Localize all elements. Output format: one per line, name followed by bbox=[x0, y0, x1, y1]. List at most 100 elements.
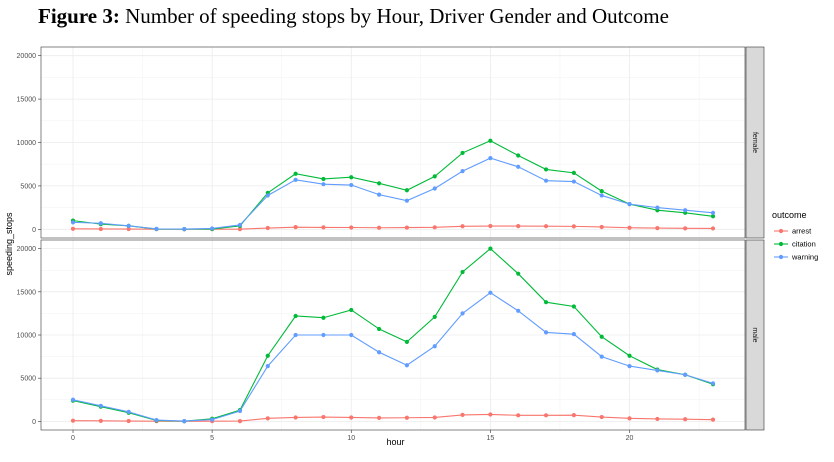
data-point-warning bbox=[237, 408, 243, 414]
data-point-citation bbox=[488, 138, 493, 143]
legend-title: outcome bbox=[772, 210, 807, 220]
legend-label-citation: citation bbox=[792, 240, 816, 249]
y-tick-label: 5000 bbox=[20, 376, 36, 383]
x-tick-label: 15 bbox=[486, 435, 494, 442]
data-point-arrest bbox=[543, 413, 549, 418]
data-point-warning bbox=[237, 222, 243, 228]
legend-key-point bbox=[778, 241, 784, 247]
y-tick-label: 15000 bbox=[17, 97, 37, 104]
data-point-arrest bbox=[349, 225, 354, 230]
data-point-warning bbox=[488, 290, 493, 295]
data-point-warning bbox=[126, 409, 131, 414]
data-point-arrest bbox=[98, 226, 103, 232]
data-point-warning bbox=[710, 210, 716, 215]
facet-panel-female: 0 5000 10000 15000 20000 female bbox=[17, 46, 765, 239]
data-point-arrest bbox=[627, 225, 632, 230]
data-point-arrest bbox=[293, 225, 298, 230]
data-point-citation bbox=[627, 353, 632, 358]
data-point-warning bbox=[683, 372, 688, 377]
data-point-warning bbox=[154, 226, 159, 231]
figure-title: Figure 3: Number of speeding stops by Ho… bbox=[38, 4, 669, 29]
data-point-warning bbox=[349, 182, 354, 188]
facet-panel-male: 0 5000 10000 15000 20000 male 0 5 10 15 20 bbox=[17, 239, 765, 442]
facet-strip-label-female: female bbox=[751, 132, 758, 153]
data-point-citation bbox=[432, 314, 437, 319]
data-point-citation bbox=[488, 246, 493, 251]
data-point-warning bbox=[516, 308, 521, 313]
data-point-arrest bbox=[488, 223, 493, 229]
legend-key-point bbox=[778, 254, 784, 260]
data-point-warning bbox=[70, 220, 76, 225]
series-warning bbox=[70, 290, 716, 424]
data-point-arrest bbox=[488, 412, 493, 417]
data-point-arrest bbox=[98, 418, 103, 423]
data-point-warning bbox=[98, 221, 103, 226]
data-point-arrest bbox=[349, 415, 354, 420]
data-point-warning bbox=[154, 417, 159, 423]
data-point-arrest bbox=[655, 416, 660, 422]
data-point-warning bbox=[543, 178, 549, 183]
data-point-citation bbox=[543, 167, 549, 172]
data-point-citation bbox=[293, 313, 298, 319]
data-point-citation bbox=[376, 326, 382, 332]
legend-key-point bbox=[778, 228, 784, 234]
data-point-citation bbox=[571, 170, 576, 175]
legend-item-arrest: arrest bbox=[774, 227, 812, 236]
data-point-warning bbox=[488, 156, 493, 161]
data-point-arrest bbox=[321, 225, 326, 230]
data-point-citation bbox=[599, 334, 604, 339]
legend-item-warning: warning bbox=[774, 253, 818, 262]
data-point-warning bbox=[655, 205, 660, 210]
data-point-warning bbox=[571, 179, 576, 184]
figure-title-prefix: Figure 3: bbox=[38, 4, 120, 28]
data-point-warning bbox=[98, 403, 103, 408]
data-point-citation bbox=[349, 307, 354, 313]
data-point-citation bbox=[404, 339, 410, 345]
data-point-arrest bbox=[404, 415, 410, 420]
data-point-warning bbox=[710, 381, 716, 386]
data-point-warning bbox=[293, 177, 298, 182]
y-tick-label: 0 bbox=[32, 419, 36, 426]
data-point-citation bbox=[321, 315, 326, 320]
data-point-warning bbox=[321, 332, 326, 338]
data-point-arrest bbox=[237, 227, 243, 232]
data-point-warning bbox=[599, 354, 604, 359]
data-point-warning bbox=[70, 397, 76, 402]
data-point-citation bbox=[571, 304, 576, 309]
data-point-arrest bbox=[627, 416, 632, 421]
data-point-arrest bbox=[516, 224, 521, 229]
data-point-warning bbox=[126, 223, 131, 228]
data-point-citation bbox=[293, 171, 298, 176]
data-point-warning bbox=[321, 182, 326, 187]
data-point-warning bbox=[182, 419, 187, 424]
facet-strip bbox=[745, 239, 765, 431]
data-point-citation bbox=[516, 271, 521, 276]
data-point-warning bbox=[683, 208, 688, 213]
data-point-citation bbox=[599, 189, 604, 194]
y-axis-title: speeding_stops bbox=[4, 212, 14, 276]
data-point-citation bbox=[516, 153, 521, 158]
panels-layer: 05000100001500020000female05000100001500… bbox=[17, 46, 765, 442]
y-tick-label: 10000 bbox=[17, 140, 37, 147]
data-point-arrest bbox=[265, 416, 270, 421]
data-point-arrest bbox=[70, 226, 76, 231]
data-point-arrest bbox=[460, 412, 465, 417]
data-point-warning bbox=[655, 368, 660, 373]
data-point-warning bbox=[627, 202, 632, 207]
data-point-citation bbox=[265, 353, 270, 358]
y-tick-label: 10000 bbox=[17, 333, 37, 340]
data-point-arrest bbox=[376, 225, 382, 230]
data-point-warning bbox=[599, 193, 604, 198]
data-point-citation bbox=[376, 181, 382, 186]
data-point-arrest bbox=[432, 415, 437, 420]
data-point-warning bbox=[516, 164, 521, 169]
data-point-arrest bbox=[655, 226, 660, 231]
data-point-warning bbox=[210, 417, 215, 422]
data-point-warning bbox=[627, 363, 632, 369]
data-point-citation bbox=[321, 176, 326, 182]
data-point-citation bbox=[349, 175, 354, 180]
series-line-warning bbox=[72, 157, 714, 230]
x-axis-title: hour bbox=[386, 437, 404, 447]
data-point-arrest bbox=[599, 414, 604, 420]
data-point-citation bbox=[404, 188, 410, 193]
